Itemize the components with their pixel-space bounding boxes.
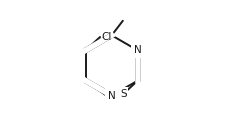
Text: OH: OH bbox=[106, 90, 122, 100]
Text: N: N bbox=[107, 91, 115, 101]
Text: Cl: Cl bbox=[101, 32, 112, 42]
Text: N: N bbox=[133, 45, 141, 55]
Text: S: S bbox=[119, 89, 126, 99]
